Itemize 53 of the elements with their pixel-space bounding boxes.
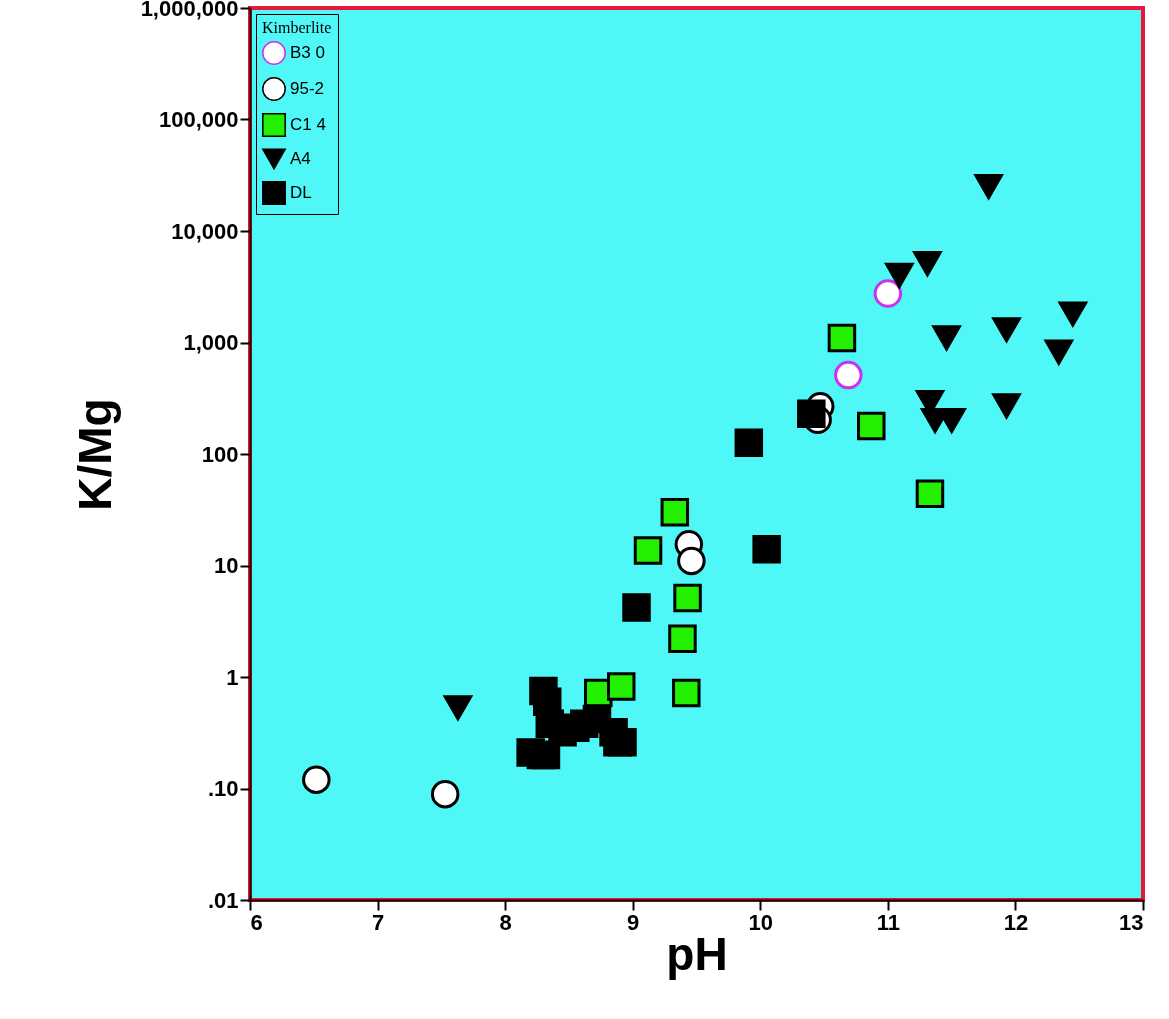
point [913,251,942,277]
point [857,411,886,441]
x-tick-label: 9 [627,909,640,935]
legend-label: B3 0 [290,43,325,62]
point [1058,301,1088,327]
y-tick-label: .10 [207,776,239,801]
x-tick-label: 11 [876,909,900,935]
point [633,536,663,565]
legend-label: A4 [290,149,311,168]
point [734,428,764,458]
x-tick-label: 13 [1119,909,1144,935]
y-tick-label: 1 [226,664,239,690]
point [660,498,690,527]
point [677,546,706,576]
point [974,174,1003,200]
point [606,672,636,701]
point [873,279,903,308]
y-axis-title: K/Mg [68,398,121,511]
point [443,695,473,721]
y-tick-label: 1,000 [183,330,239,355]
point [608,727,637,757]
point [992,393,1021,419]
point [1044,339,1074,365]
point [992,317,1021,343]
y-tick-label: 100 [201,441,239,467]
y-tick-label: .01 [207,887,239,913]
x-axis-title: pH [666,927,728,980]
point [797,399,826,428]
legend-label: C1 4 [290,115,326,134]
point [932,325,961,351]
y-tick-label: 100,000 [158,107,239,132]
point [672,678,701,708]
y-tick-label: 10 [214,553,239,578]
legend-label: DL [290,183,312,202]
legend-label: 95-2 [290,79,325,98]
legend-title: Kimberlite [262,19,332,36]
x-tick-label: 8 [499,909,512,935]
point [834,360,863,390]
x-tick-label: 6 [250,909,263,935]
point [302,765,331,794]
point [915,479,945,508]
point [668,624,697,654]
y-tick-label: 10,000 [171,218,239,244]
point [885,262,914,288]
x-tick-label: 7 [371,909,385,935]
y-tick-label: 1,000,000 [140,0,239,21]
x-tick-label: 12 [1003,909,1029,935]
point [622,593,651,622]
point [827,323,857,353]
point [752,534,781,564]
point [673,583,702,613]
x-tick-label: 10 [748,909,774,935]
point [430,779,460,809]
